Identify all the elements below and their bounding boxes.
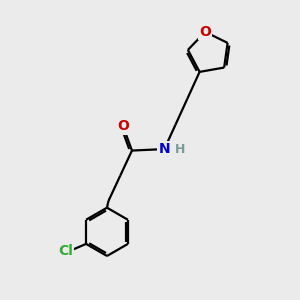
Text: O: O <box>117 119 129 134</box>
Text: Cl: Cl <box>58 244 73 258</box>
Text: N: N <box>158 142 170 156</box>
Text: O: O <box>199 25 211 39</box>
Text: H: H <box>175 142 185 156</box>
